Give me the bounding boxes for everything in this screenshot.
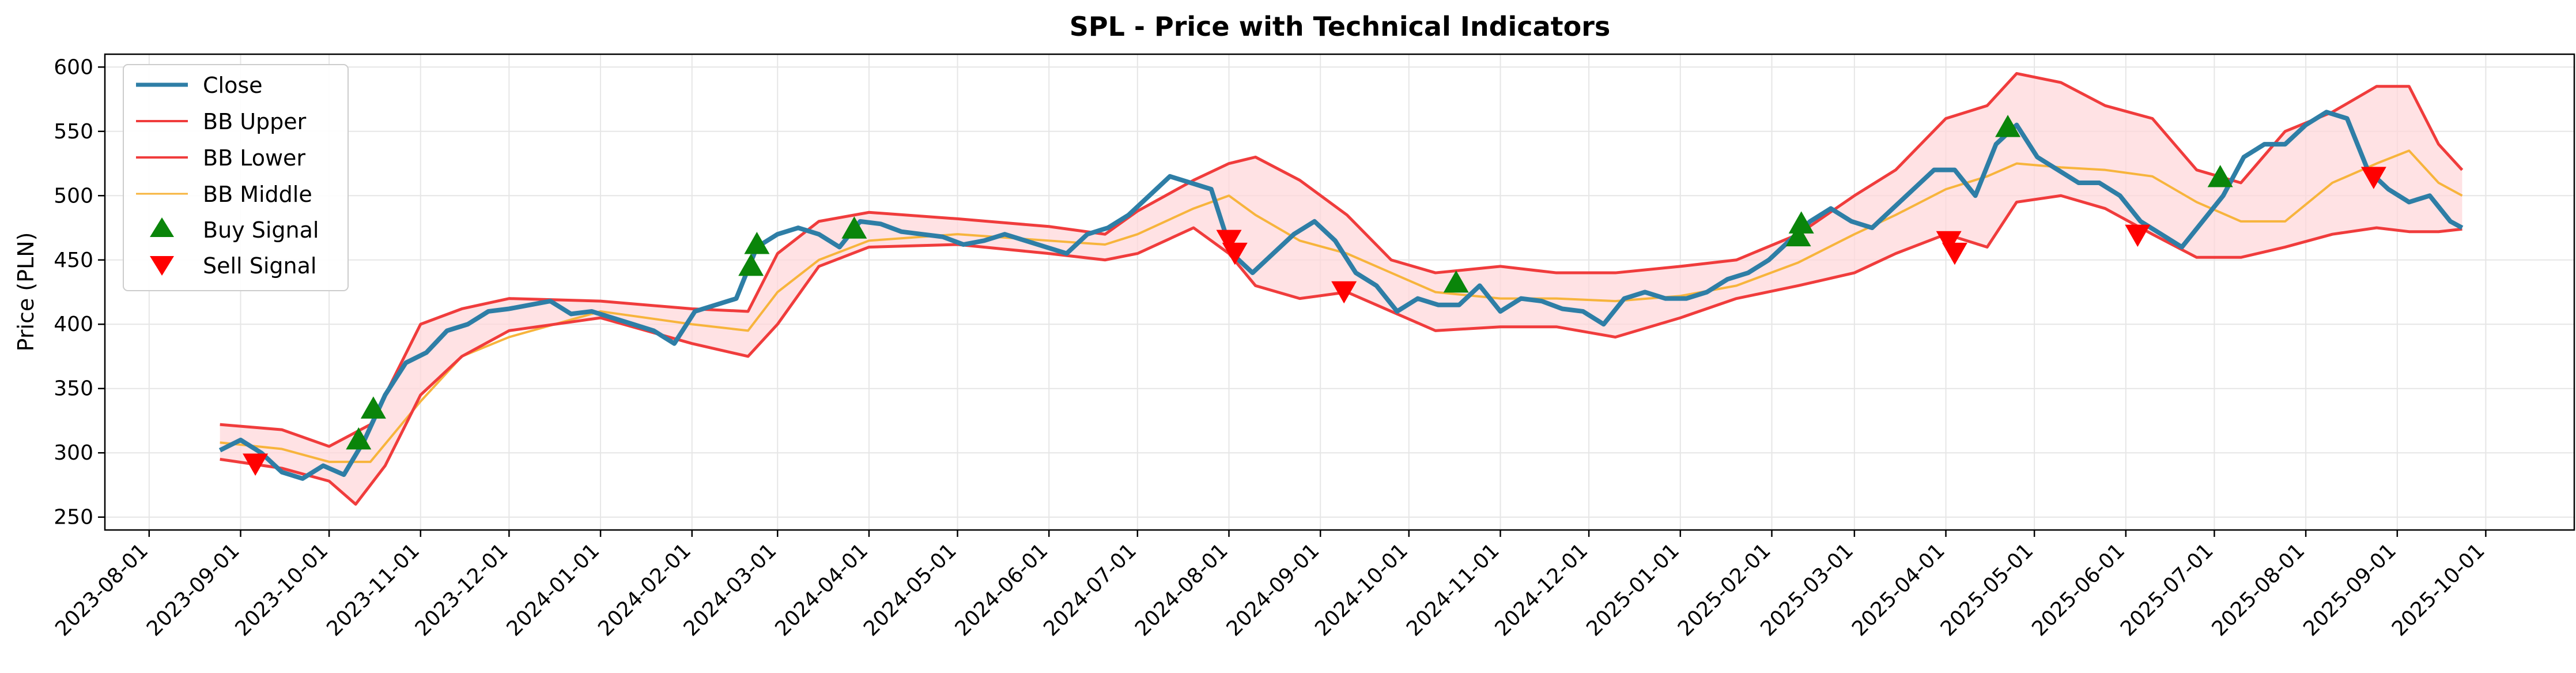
sell-signal-marker (243, 453, 269, 476)
sell-signal-marker (1942, 242, 1967, 265)
y-tick-label: 500 (54, 184, 93, 208)
legend: Close BB Upper BB Lower BB Middle Buy Si… (123, 64, 349, 291)
buy-signal-marker (1443, 270, 1469, 293)
legend-swatch-sell-signal (150, 256, 174, 276)
buy-signal-marker (346, 427, 372, 450)
y-tick-label: 400 (54, 313, 93, 336)
buy-signal-marker (1995, 115, 2021, 137)
sell-signal-marker (1222, 242, 1248, 265)
sell-signal-marker (2360, 167, 2386, 189)
sell-signal-marker (1331, 281, 1357, 304)
series-lines (218, 72, 2464, 506)
legend-swatch-buy-signal (150, 217, 174, 237)
y-tick-label: 450 (54, 249, 93, 272)
buy-signal-marker (744, 232, 770, 254)
series-line-bb-upper (220, 72, 2464, 448)
y-tick-label: 250 (54, 506, 93, 529)
sell-signal-marker (1216, 230, 1242, 253)
legend-label-bb-upper: BB Upper (203, 109, 307, 134)
y-tick-label: 350 (54, 377, 93, 401)
legend-label-bb-lower: BB Lower (203, 145, 305, 171)
y-axis-label: Price (PLN) (13, 232, 39, 352)
buy-signal-marker (1788, 211, 1814, 234)
buy-signal-marker (738, 253, 764, 276)
series-line-close (218, 110, 2464, 481)
plot-frame (104, 53, 2575, 531)
legend-label-sell-signal: Sell Signal (203, 253, 316, 279)
y-tick-label: 550 (54, 120, 93, 144)
legend-label-close: Close (203, 73, 263, 98)
signal-markers (243, 115, 2386, 476)
legend-label-buy-signal: Buy Signal (203, 217, 319, 243)
y-axis: 250 300 350 400 450 500 550 600 (54, 55, 105, 529)
y-tick-label: 300 (54, 441, 93, 465)
buy-signal-marker (841, 216, 867, 239)
buy-signal-marker (360, 396, 386, 419)
y-tick-label: 600 (54, 55, 93, 79)
buy-signal-marker (1785, 224, 1811, 247)
chart-title: SPL - Price with Technical Indicators (1070, 11, 1611, 42)
buy-signal-marker (2207, 165, 2233, 187)
sell-signal-marker (1936, 231, 1962, 254)
series-line-bb-lower (220, 194, 2462, 506)
series-line-bb-middle (220, 149, 2463, 463)
legend-label-bb-middle: BB Middle (203, 182, 312, 207)
sell-signal-marker (2125, 224, 2151, 247)
